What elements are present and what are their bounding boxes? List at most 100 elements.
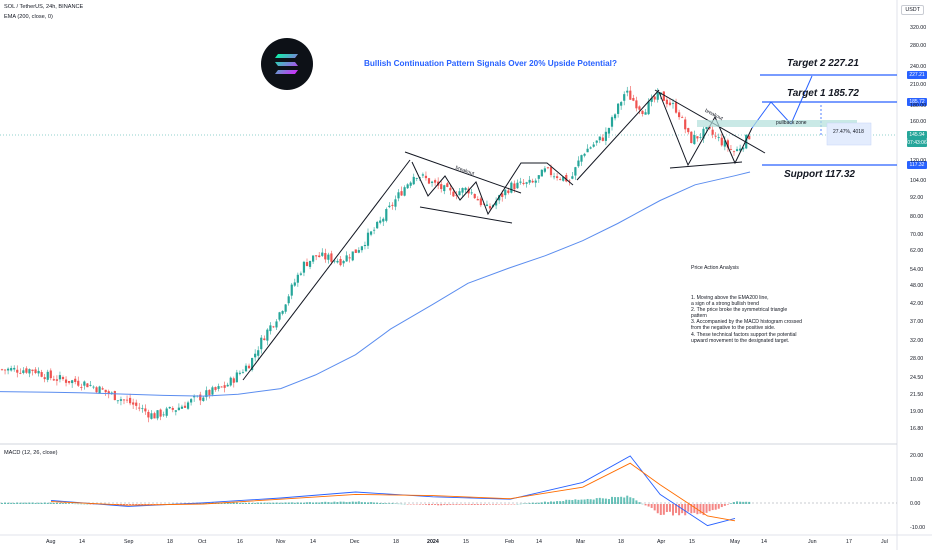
macd-histogram-bar	[528, 503, 531, 504]
candle-body	[742, 147, 745, 150]
macd-histogram-bar	[74, 503, 77, 505]
macd-histogram-bar	[284, 502, 287, 504]
price-tick-label: 16.80	[910, 426, 924, 432]
macd-histogram-bar	[269, 502, 272, 504]
macd-histogram-bar	[489, 504, 491, 505]
macd-histogram-bar	[604, 498, 607, 504]
candle-body	[592, 144, 595, 147]
candle-body	[748, 136, 751, 140]
time-tick-label: 14	[761, 539, 767, 545]
support-price-badge: 117.32	[907, 161, 927, 169]
candle-body	[83, 381, 86, 386]
candle-body	[525, 182, 528, 184]
macd-histogram-bar	[205, 502, 208, 504]
candle-body	[232, 378, 235, 383]
macd-histogram-bar	[629, 497, 632, 504]
candle-body	[7, 368, 10, 371]
price-tick-label: 62.00	[910, 248, 924, 255]
candle-body	[562, 176, 565, 181]
macd-histogram-bar	[238, 503, 241, 504]
candle-body	[601, 137, 604, 141]
macd-histogram-bar	[333, 501, 336, 504]
macd-histogram-bar	[690, 504, 693, 514]
macd-histogram-bar	[467, 504, 470, 505]
time-tick-label: Oct	[198, 539, 207, 545]
macd-histogram-bar	[351, 501, 354, 504]
candle-body	[595, 140, 598, 143]
candle-body	[74, 378, 77, 382]
macd-histogram-bar	[647, 504, 650, 507]
macd-histogram-bar	[583, 499, 586, 504]
macd-histogram-bar	[138, 504, 141, 505]
candle-body	[144, 408, 147, 412]
candle-body	[318, 255, 321, 258]
candle-body	[635, 100, 638, 109]
price-tick-label: 80.00	[910, 213, 924, 220]
ema200-line	[0, 171, 751, 397]
analysis-line: a sign of a strong bullish trend	[691, 301, 759, 308]
macd-histogram-bar	[309, 502, 312, 504]
candle-body	[671, 103, 675, 105]
macd-histogram-bar	[641, 503, 644, 505]
candle-body	[95, 387, 98, 393]
candle-body	[470, 192, 473, 194]
candle-body	[531, 180, 534, 183]
macd-histogram-bar	[28, 502, 31, 504]
macd-histogram-bar	[293, 502, 296, 504]
candle-body	[80, 387, 83, 388]
macd-histogram-bar	[513, 504, 516, 505]
price-tick-label: 160.00	[910, 119, 927, 126]
currency-button[interactable]: USDT	[901, 5, 924, 15]
macd-histogram-bar	[733, 502, 735, 504]
candle-body	[495, 201, 498, 206]
projection-path	[751, 74, 897, 166]
macd-histogram-bar	[617, 497, 620, 504]
macd-histogram-bar	[568, 499, 571, 504]
macd-histogram-bar	[534, 502, 537, 504]
candle-body	[305, 262, 309, 267]
candle-body	[623, 94, 626, 101]
candle-body	[190, 399, 193, 403]
macd-histogram-bar	[251, 502, 254, 504]
macd-histogram-bar	[373, 502, 376, 504]
candle-body	[440, 184, 443, 190]
candle-body	[549, 167, 553, 176]
candle-body	[263, 338, 266, 341]
candle-body	[28, 369, 31, 374]
price-tick-label: 19.00	[910, 409, 924, 416]
macd-histogram-bar	[687, 504, 690, 512]
macd-histogram-bar	[336, 502, 339, 504]
measure-box	[826, 122, 872, 146]
macd-histogram-bar	[519, 503, 522, 505]
macd-histogram-bar	[245, 502, 247, 504]
candle-body	[43, 377, 46, 380]
time-tick-label: 18	[167, 539, 173, 545]
candle-body	[296, 274, 299, 283]
candle-body	[620, 102, 623, 106]
candle-body	[162, 414, 165, 416]
candle-body	[183, 405, 187, 408]
candle-body	[321, 252, 324, 256]
macd-histogram-bar	[226, 502, 229, 504]
macd-histogram-bar	[723, 504, 726, 506]
macd-histogram-bar	[498, 504, 501, 505]
macd-histogram-bar	[662, 504, 665, 515]
macd-histogram-bar	[556, 501, 559, 504]
candle-body	[528, 179, 531, 183]
price-tick-label: 92.00	[910, 194, 924, 201]
candle-body	[665, 99, 668, 105]
price-tick-label: 280.00	[910, 43, 927, 50]
candle-body	[586, 148, 589, 153]
macd-tick-label: 10.00	[910, 477, 924, 483]
macd-histogram-bar	[559, 501, 562, 504]
candle-body	[22, 370, 25, 374]
macd-histogram-bar	[409, 504, 412, 505]
time-tick-label: May	[730, 539, 741, 545]
candle-body	[537, 175, 540, 179]
last-price-badge: 145.94	[907, 131, 927, 139]
macd-histogram-bar	[614, 497, 617, 504]
macd-histogram-bar	[129, 504, 132, 506]
price-tick-label: 48.00	[910, 283, 924, 290]
macd-histogram-bar	[62, 503, 64, 504]
